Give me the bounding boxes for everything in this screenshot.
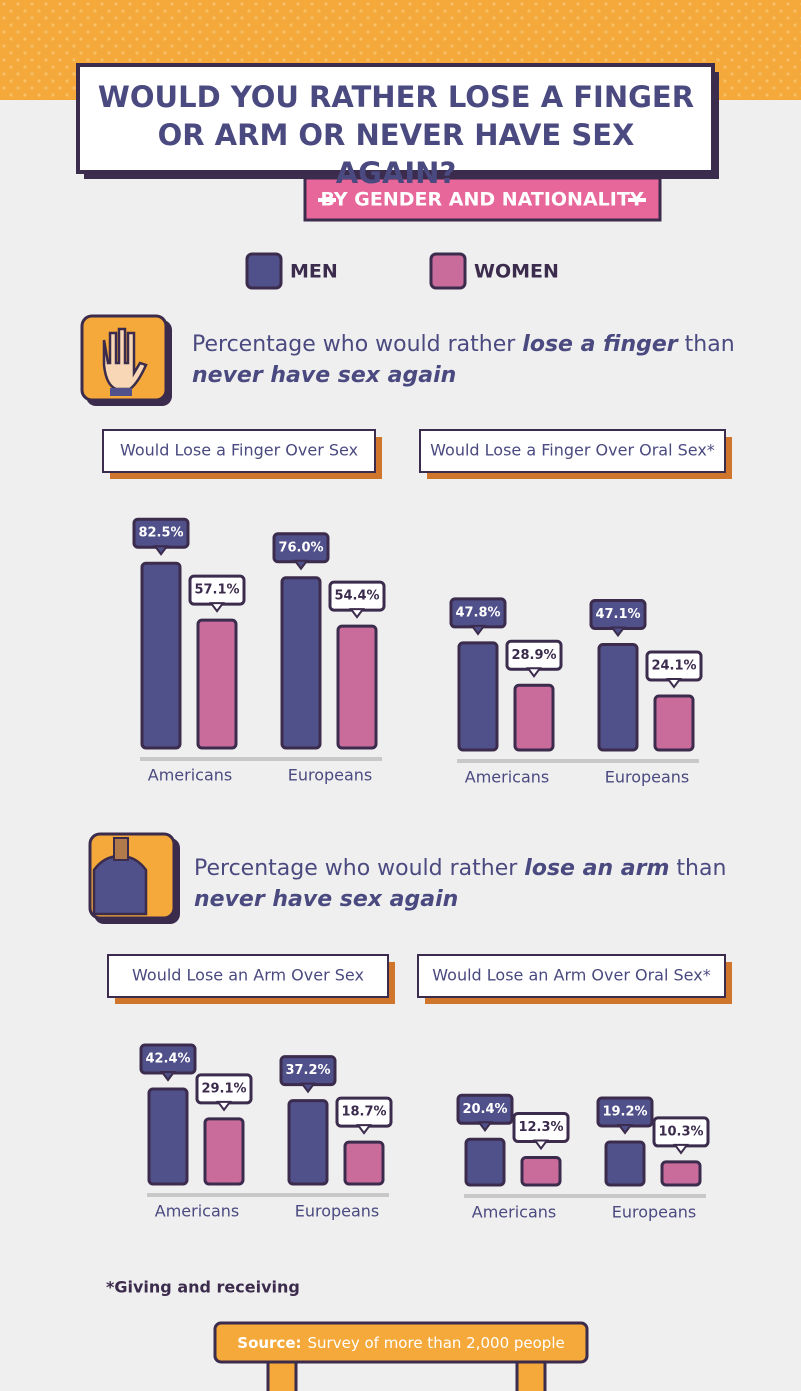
value-label: 29.1% (201, 1081, 246, 1096)
bar (140, 561, 182, 750)
subtitle: BY GENDER AND NATIONALITY (320, 189, 643, 211)
callout-pointer (293, 559, 309, 571)
heading-part: than (676, 856, 726, 881)
hand-icon (102, 327, 148, 391)
sign-leg (266, 1358, 298, 1391)
category-label: Europeans (612, 1203, 697, 1222)
callout-pointer (610, 626, 626, 638)
section-heading: Percentage who would rather lose an arm th… (194, 856, 726, 881)
footnote: *Giving and receiving (106, 1278, 300, 1297)
value-label: 54.4% (334, 589, 379, 604)
heading-part: than (685, 332, 735, 357)
bar (343, 1140, 385, 1186)
callout-pointer (533, 1139, 549, 1151)
value-label: 57.1% (194, 583, 239, 598)
callout-pointer (160, 1071, 176, 1082)
bar (653, 694, 695, 752)
value-label: 12.3% (518, 1120, 563, 1135)
sign-leg (515, 1358, 547, 1391)
body-icon (92, 854, 148, 916)
callout-pointer (477, 1121, 493, 1132)
bar (196, 618, 238, 750)
category-label: Americans (465, 768, 549, 787)
bar (336, 624, 378, 750)
callout-pointer (356, 1124, 372, 1135)
bar (597, 642, 639, 752)
callout-pointer (300, 1082, 316, 1094)
bar (660, 1160, 702, 1187)
callout-pointer (153, 545, 169, 556)
chart-title: Would Lose an Arm Over Oral Sex* (432, 966, 710, 985)
category-label: Americans (155, 1202, 239, 1221)
value-label: 37.2% (285, 1063, 330, 1078)
heading-part: lose a finger (522, 332, 678, 357)
chart-title-box (107, 954, 389, 998)
chart-title: Would Lose a Finger Over Sex (120, 441, 358, 460)
value-label: 76.0% (278, 540, 323, 555)
value-label: 42.4% (145, 1052, 190, 1067)
callout-pointer (216, 1100, 232, 1112)
heading-part: Percentage who would rather (194, 856, 518, 881)
bar (287, 1099, 329, 1186)
callout-pointer (349, 608, 365, 619)
category-label: Europeans (605, 768, 690, 787)
bar (147, 1087, 189, 1186)
chart-title-box (417, 954, 726, 998)
title-box (76, 63, 715, 174)
value-label: 47.8% (455, 605, 500, 620)
section-heading: never have sex again (192, 363, 456, 388)
source-label: Source: (237, 1334, 301, 1352)
bar (520, 1155, 562, 1187)
value-label: 47.1% (595, 607, 640, 622)
callout-pointer (666, 678, 682, 689)
source-text: Survey of more than 2,000 people (308, 1334, 565, 1352)
section-heading: never have sex again (194, 887, 458, 912)
category-label: Americans (472, 1203, 556, 1222)
subtitle-box (303, 176, 662, 222)
source-box (213, 1321, 589, 1364)
value-label: 24.1% (651, 659, 696, 674)
legend-label: MEN (290, 261, 338, 283)
heading-part: Percentage who would rather (192, 332, 516, 357)
value-label: 10.3% (658, 1124, 703, 1139)
category-label: Europeans (288, 766, 373, 785)
value-label: 19.2% (602, 1104, 647, 1119)
bar (457, 641, 499, 752)
neck-icon (113, 837, 129, 861)
bar (604, 1140, 646, 1187)
title: WOULD YOU RATHER LOSE A FINGER OR ARM OR… (97, 80, 695, 190)
chart-title: Would Lose an Arm Over Sex (132, 966, 364, 985)
callout-pointer (617, 1123, 633, 1135)
callout-pointer (526, 667, 542, 678)
legend-label: WOMEN (474, 261, 559, 283)
value-label: 82.5% (138, 526, 183, 541)
value-label: 18.7% (341, 1105, 386, 1120)
legend-swatch (245, 252, 283, 290)
callout-pointer (470, 624, 486, 636)
heading-part: lose an arm (524, 856, 669, 881)
callout-pointer (209, 602, 225, 613)
section-heading: Percentage who would rather lose a finger… (192, 332, 735, 357)
source: Source: Survey of more than 2,000 people (237, 1334, 564, 1352)
bar (280, 576, 322, 750)
category-label: Europeans (295, 1202, 380, 1221)
value-label: 28.9% (511, 648, 556, 663)
bar (203, 1117, 245, 1186)
category-label: Americans (148, 766, 232, 785)
legend-swatch (429, 252, 467, 290)
callout-pointer (673, 1143, 689, 1155)
bar (513, 683, 555, 752)
cuff (110, 388, 132, 396)
chart-title-box (102, 429, 376, 473)
bar (464, 1137, 506, 1187)
value-label: 20.4% (462, 1102, 507, 1117)
chart-title-box (419, 429, 726, 473)
chart-title: Would Lose a Finger Over Oral Sex* (430, 441, 715, 460)
